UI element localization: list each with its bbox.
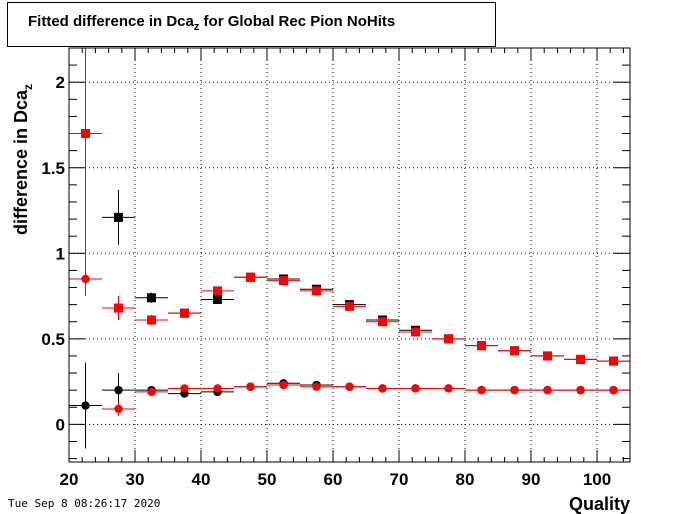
data-point-square <box>114 303 123 313</box>
data-point-circle <box>114 404 123 414</box>
data-point-circle <box>279 380 288 390</box>
axis-ticks <box>68 47 630 462</box>
x-tick-label: 20 <box>60 470 79 489</box>
data-point-circle <box>609 385 618 395</box>
data-point-circle <box>81 401 90 410</box>
x-tick-label: 30 <box>126 470 145 489</box>
data-point-circle <box>312 382 321 391</box>
y-axis-title-sub: z <box>21 84 35 90</box>
y-tick-label: 1 <box>56 244 65 263</box>
data-point-square <box>246 272 255 282</box>
plot-frame <box>68 47 631 463</box>
data-point-circle <box>444 384 453 393</box>
x-tick-label: 100 <box>583 470 611 489</box>
data-point-square <box>444 334 453 344</box>
chart-title-sub: z <box>193 21 200 33</box>
data-point-circle <box>378 384 387 393</box>
data-point-square <box>477 341 486 351</box>
chart-title-box: Fitted difference in Dcaz for Global Rec… <box>7 2 496 47</box>
data-point-circle <box>510 385 519 395</box>
y-tick-label: 1.5 <box>41 159 65 178</box>
data-point-square <box>81 129 90 139</box>
chart-title-main: Fitted difference in Dca <box>28 13 194 30</box>
data-point-circle <box>576 385 585 395</box>
data-point-square <box>180 308 189 318</box>
chart-title-rest: for Global Rec Pion NoHits <box>199 13 396 30</box>
data-point-circle <box>477 385 486 395</box>
y-tick-label: 0 <box>56 415 65 434</box>
chart-title: Fitted difference in Dcaz for Global Rec… <box>28 13 395 33</box>
data-point-square <box>411 327 420 337</box>
data-point-square <box>279 276 288 286</box>
data-point-square <box>609 356 618 366</box>
data-point-square <box>576 354 585 364</box>
series-2 <box>69 48 630 366</box>
data-point-circle <box>411 384 420 393</box>
data-point-square <box>312 286 321 296</box>
data-point-square <box>345 301 354 311</box>
data-point-circle <box>81 274 90 284</box>
data-point-square <box>147 315 156 325</box>
series-3 <box>69 274 630 416</box>
y-tick-label: 2 <box>56 73 65 92</box>
data-point-circle <box>345 382 354 391</box>
data-point-circle <box>180 384 189 393</box>
data-point-square <box>510 346 519 356</box>
data-series <box>69 48 630 449</box>
y-axis-title-main: difference in Dca <box>11 89 31 235</box>
y-tick-label: 0.5 <box>41 330 65 349</box>
data-point-circle <box>147 387 156 397</box>
x-tick-label: 40 <box>192 470 211 489</box>
data-point-square <box>378 317 387 327</box>
data-point-square <box>114 212 123 222</box>
series-1 <box>69 362 630 449</box>
x-tick-label: 70 <box>390 470 409 489</box>
x-axis-title: Quality <box>569 494 630 514</box>
data-point-circle <box>543 385 552 395</box>
x-tick-label: 80 <box>456 470 475 489</box>
tick-labels: 20 30 40 50 60 70 80 90 100 0 0.5 1 1.5 2 <box>41 73 611 489</box>
x-tick-label: 50 <box>258 470 277 489</box>
footer-timestamp: Tue Sep 8 08:26:17 2020 <box>8 497 161 510</box>
data-point-square <box>543 351 552 361</box>
data-point-circle <box>114 385 123 395</box>
data-point-circle <box>246 382 255 391</box>
data-point-square <box>213 286 222 296</box>
data-point-square <box>213 294 222 304</box>
x-tick-label: 90 <box>522 470 541 489</box>
data-point-circle <box>213 384 222 393</box>
y-axis-title: difference in Dcaz <box>11 84 35 235</box>
data-point-square <box>147 293 156 303</box>
x-tick-label: 60 <box>324 470 343 489</box>
grid <box>69 48 630 462</box>
